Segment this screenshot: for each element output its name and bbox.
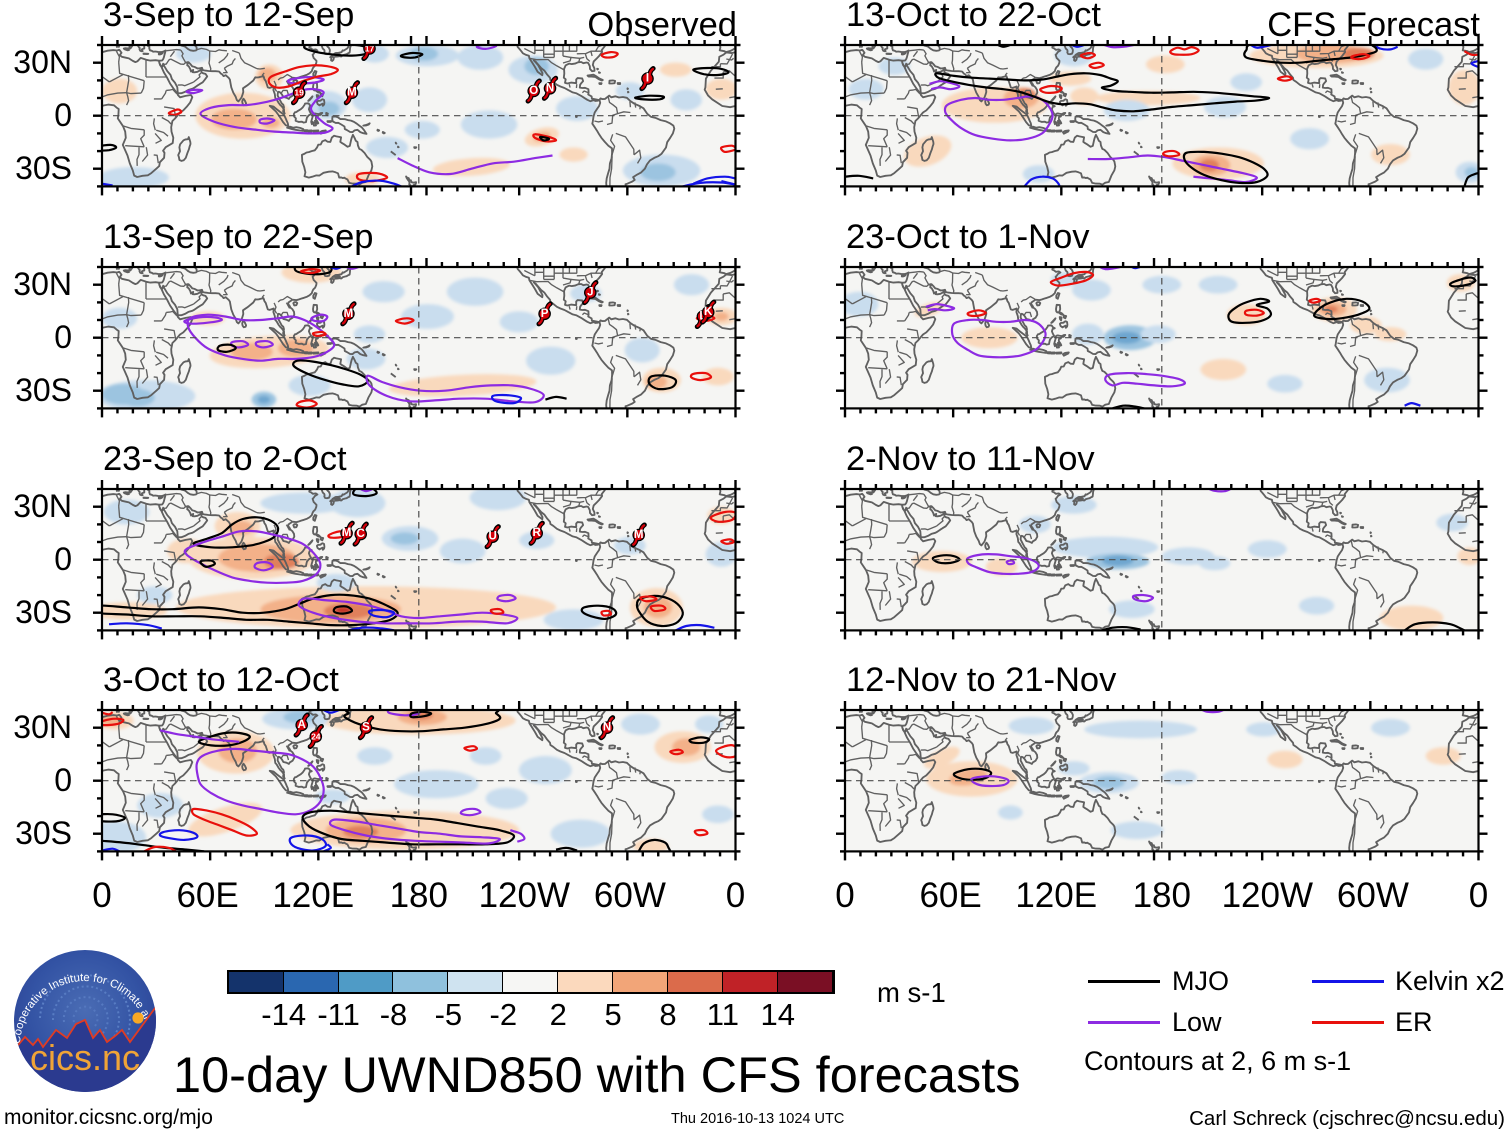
svg-text:L: L [699,310,706,322]
svg-text:N: N [603,722,611,734]
svg-text:N: N [546,82,554,94]
svg-text:S: S [362,722,370,734]
svg-text:K: K [704,306,713,318]
svg-text:cics.nc: cics.nc [30,1037,140,1078]
svg-text:24: 24 [311,732,321,742]
svg-text:I: I [646,73,649,85]
svg-text:19: 19 [294,88,304,98]
svg-text:17: 17 [365,44,375,54]
svg-text:M: M [342,527,352,539]
svg-text:M: M [347,87,357,99]
svg-text:J: J [587,286,593,298]
svg-text:M: M [634,529,644,541]
svg-text:C: C [357,528,365,540]
svg-text:A: A [298,719,306,731]
svg-text:R: R [533,527,542,539]
svg-text:O: O [529,85,538,97]
svg-text:M: M [344,308,354,320]
svg-text:P: P [541,308,549,320]
svg-text:U: U [489,530,497,542]
